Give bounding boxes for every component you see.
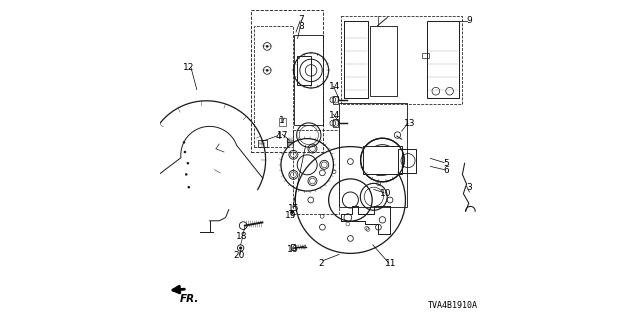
- Bar: [292, 130, 339, 214]
- Bar: [333, 119, 338, 127]
- Bar: [280, 118, 285, 126]
- Text: 16: 16: [287, 245, 298, 254]
- Circle shape: [188, 186, 190, 188]
- Bar: [251, 10, 323, 152]
- Text: 14: 14: [329, 82, 340, 91]
- Text: 13: 13: [404, 119, 415, 128]
- Circle shape: [185, 173, 188, 176]
- Text: 20: 20: [234, 251, 244, 260]
- Text: 17: 17: [278, 131, 289, 140]
- Text: 15: 15: [288, 204, 300, 213]
- Text: 19: 19: [285, 212, 296, 220]
- Bar: [258, 140, 268, 147]
- Circle shape: [266, 45, 269, 48]
- Text: 1: 1: [279, 116, 284, 124]
- Text: 14: 14: [329, 111, 340, 120]
- Bar: [422, 53, 429, 58]
- Text: 5: 5: [444, 159, 449, 168]
- Circle shape: [291, 152, 296, 158]
- Bar: [291, 244, 295, 250]
- Text: 9: 9: [466, 16, 472, 25]
- Bar: [297, 56, 311, 85]
- Bar: [339, 103, 408, 207]
- Text: 3: 3: [466, 183, 472, 192]
- Circle shape: [266, 69, 269, 72]
- Circle shape: [184, 151, 186, 153]
- Text: TVA4B1910A: TVA4B1910A: [428, 301, 477, 310]
- Bar: [364, 146, 402, 174]
- Circle shape: [291, 172, 296, 178]
- Text: 4: 4: [276, 132, 281, 140]
- Circle shape: [310, 178, 316, 184]
- Bar: [398, 149, 416, 173]
- Circle shape: [187, 162, 189, 164]
- Bar: [294, 35, 323, 125]
- Text: 10: 10: [380, 189, 391, 198]
- Text: 18: 18: [236, 232, 247, 241]
- Circle shape: [321, 162, 327, 168]
- Bar: [254, 26, 292, 147]
- Text: 6: 6: [444, 166, 449, 175]
- Text: FR.: FR.: [180, 294, 199, 304]
- Text: 12: 12: [183, 63, 195, 72]
- Circle shape: [310, 146, 316, 151]
- Text: 2: 2: [319, 259, 324, 268]
- Circle shape: [290, 210, 294, 214]
- Circle shape: [239, 246, 242, 250]
- Circle shape: [183, 141, 186, 144]
- Text: 11: 11: [385, 260, 396, 268]
- Text: 8: 8: [298, 22, 303, 31]
- Bar: [333, 96, 338, 104]
- Text: 7: 7: [298, 15, 303, 24]
